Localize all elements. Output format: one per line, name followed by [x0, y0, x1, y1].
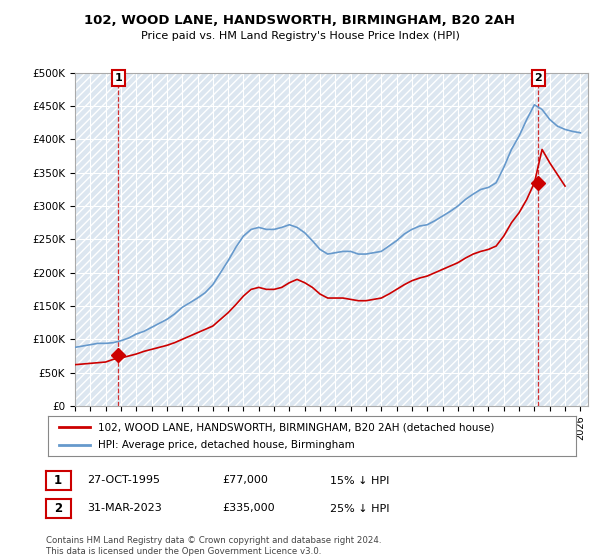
Text: 15% ↓ HPI: 15% ↓ HPI: [330, 475, 389, 486]
Text: 27-OCT-1995: 27-OCT-1995: [87, 475, 160, 486]
Text: 102, WOOD LANE, HANDSWORTH, BIRMINGHAM, B20 2AH: 102, WOOD LANE, HANDSWORTH, BIRMINGHAM, …: [85, 14, 515, 27]
Text: 31-MAR-2023: 31-MAR-2023: [87, 503, 162, 514]
Text: 25% ↓ HPI: 25% ↓ HPI: [330, 503, 389, 514]
Text: 102, WOOD LANE, HANDSWORTH, BIRMINGHAM, B20 2AH (detached house): 102, WOOD LANE, HANDSWORTH, BIRMINGHAM, …: [98, 422, 494, 432]
Text: Contains HM Land Registry data © Crown copyright and database right 2024.
This d: Contains HM Land Registry data © Crown c…: [46, 536, 381, 556]
Text: 1: 1: [54, 474, 62, 487]
Text: £77,000: £77,000: [222, 475, 268, 486]
Text: 2: 2: [54, 502, 62, 515]
Text: 1: 1: [115, 73, 122, 83]
Text: £335,000: £335,000: [222, 503, 275, 514]
Text: Price paid vs. HM Land Registry's House Price Index (HPI): Price paid vs. HM Land Registry's House …: [140, 31, 460, 41]
Text: HPI: Average price, detached house, Birmingham: HPI: Average price, detached house, Birm…: [98, 440, 355, 450]
Text: 2: 2: [535, 73, 542, 83]
